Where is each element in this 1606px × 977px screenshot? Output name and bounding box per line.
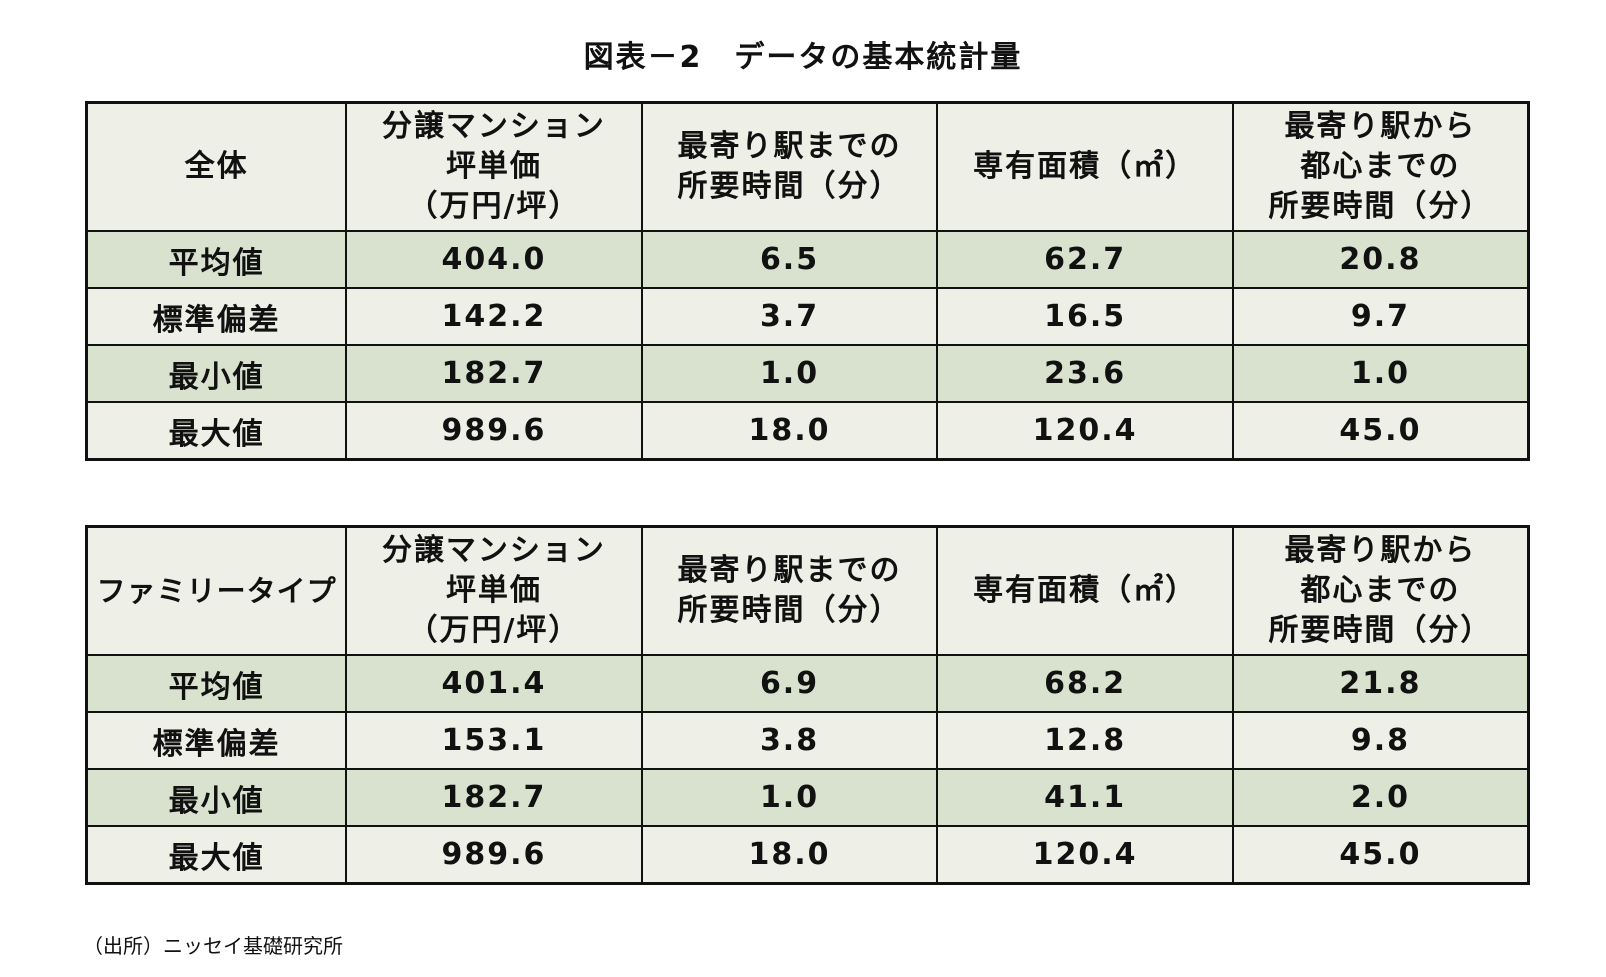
header-line: 最寄り駅までの xyxy=(677,553,902,588)
table-row: 標準偏差 153.1 3.8 12.8 9.8 xyxy=(85,711,1530,770)
table-cell: 142.2 xyxy=(345,287,643,346)
row-label: 最小値 xyxy=(85,344,348,403)
table-cell: 41.1 xyxy=(936,768,1234,827)
header-line: （万円/坪） xyxy=(407,189,581,224)
row-label: 最大値 xyxy=(85,401,348,461)
table-cell: 2.0 xyxy=(1231,768,1530,827)
table-cell: 6.9 xyxy=(640,654,939,713)
row-label: 標準偏差 xyxy=(85,711,348,770)
header-walk-time: 最寄り駅までの 所要時間（分） xyxy=(640,101,939,232)
table-row: 標準偏差 142.2 3.7 16.5 9.7 xyxy=(85,287,1530,346)
table-cell: 20.8 xyxy=(1231,230,1530,289)
header-line: 分譲マンション xyxy=(381,533,606,568)
table-cell: 12.8 xyxy=(936,711,1234,770)
header-line: 都心までの xyxy=(1300,149,1461,184)
header-line: 所要時間（分） xyxy=(1268,189,1493,224)
header-line: 最寄り駅から xyxy=(1284,533,1477,568)
stats-table-overall: 全体 分譲マンション 坪単価 （万円/坪） 最寄り駅までの 所要時間（分） 専有… xyxy=(85,101,1530,461)
header-line: 坪単価 xyxy=(445,149,542,184)
table-cell: 3.8 xyxy=(640,711,939,770)
row-label: 最大値 xyxy=(85,825,348,885)
header-line: （万円/坪） xyxy=(407,613,581,648)
table-cell: 21.8 xyxy=(1231,654,1530,713)
header-price-per-tsubo: 分譲マンション 坪単価 （万円/坪） xyxy=(345,101,643,232)
row-label: 平均値 xyxy=(85,654,348,713)
header-line: 坪単価 xyxy=(445,573,542,608)
table-row: 平均値 401.4 6.9 68.2 21.8 xyxy=(85,654,1530,713)
table-cell: 182.7 xyxy=(345,344,643,403)
header-line: 所要時間（分） xyxy=(1268,613,1493,648)
table-cell: 45.0 xyxy=(1231,401,1530,461)
table-cell: 153.1 xyxy=(345,711,643,770)
header-line: 所要時間（分） xyxy=(677,169,902,204)
table-cell: 18.0 xyxy=(640,401,939,461)
table-cell: 18.0 xyxy=(640,825,939,885)
table-cell: 45.0 xyxy=(1231,825,1530,885)
row-label: 最小値 xyxy=(85,768,348,827)
header-line: 最寄り駅から xyxy=(1284,109,1477,144)
table-header-row: 全体 分譲マンション 坪単価 （万円/坪） 最寄り駅までの 所要時間（分） 専有… xyxy=(85,101,1530,232)
source-note: （出所）ニッセイ基礎研究所 xyxy=(83,934,343,958)
table-row: 最小値 182.7 1.0 41.1 2.0 xyxy=(85,768,1530,827)
header-line: 最寄り駅までの xyxy=(677,129,902,164)
header-commute-time: 最寄り駅から 都心までの 所要時間（分） xyxy=(1231,525,1530,656)
table-cell: 989.6 xyxy=(345,825,643,885)
header-price-per-tsubo: 分譲マンション 坪単価 （万円/坪） xyxy=(345,525,643,656)
table-header-row: ファミリータイプ 分譲マンション 坪単価 （万円/坪） 最寄り駅までの 所要時間… xyxy=(85,525,1530,656)
header-floor-area: 専有面積（㎡） xyxy=(936,525,1234,656)
figure-title: 図表－2 データの基本統計量 xyxy=(583,40,1023,75)
table-cell: 404.0 xyxy=(345,230,643,289)
header-walk-time: 最寄り駅までの 所要時間（分） xyxy=(640,525,939,656)
header-floor-area: 専有面積（㎡） xyxy=(936,101,1234,232)
row-label: 平均値 xyxy=(85,230,348,289)
corner-label: ファミリータイプ xyxy=(85,525,348,656)
table-cell: 68.2 xyxy=(936,654,1234,713)
table-cell: 1.0 xyxy=(640,768,939,827)
table-cell: 1.0 xyxy=(1231,344,1530,403)
header-line: 専有面積（㎡） xyxy=(973,573,1198,608)
table-cell: 62.7 xyxy=(936,230,1234,289)
table-cell: 182.7 xyxy=(345,768,643,827)
header-line: 分譲マンション xyxy=(381,109,606,144)
row-label: 標準偏差 xyxy=(85,287,348,346)
corner-label: 全体 xyxy=(85,101,348,232)
stats-table-family-type: ファミリータイプ 分譲マンション 坪単価 （万円/坪） 最寄り駅までの 所要時間… xyxy=(85,525,1530,885)
table-cell: 1.0 xyxy=(640,344,939,403)
table-row: 平均値 404.0 6.5 62.7 20.8 xyxy=(85,230,1530,289)
table-cell: 16.5 xyxy=(936,287,1234,346)
table-row: 最大値 989.6 18.0 120.4 45.0 xyxy=(85,401,1530,461)
table-cell: 401.4 xyxy=(345,654,643,713)
table-cell: 9.7 xyxy=(1231,287,1530,346)
table-cell: 989.6 xyxy=(345,401,643,461)
table-cell: 120.4 xyxy=(936,825,1234,885)
table-cell: 120.4 xyxy=(936,401,1234,461)
header-line: 所要時間（分） xyxy=(677,593,902,628)
table-cell: 9.8 xyxy=(1231,711,1530,770)
header-line: 専有面積（㎡） xyxy=(973,149,1198,184)
table-cell: 23.6 xyxy=(936,344,1234,403)
table-row: 最小値 182.7 1.0 23.6 1.0 xyxy=(85,344,1530,403)
table-row: 最大値 989.6 18.0 120.4 45.0 xyxy=(85,825,1530,885)
table-cell: 3.7 xyxy=(640,287,939,346)
header-commute-time: 最寄り駅から 都心までの 所要時間（分） xyxy=(1231,101,1530,232)
table-cell: 6.5 xyxy=(640,230,939,289)
header-line: 都心までの xyxy=(1300,573,1461,608)
